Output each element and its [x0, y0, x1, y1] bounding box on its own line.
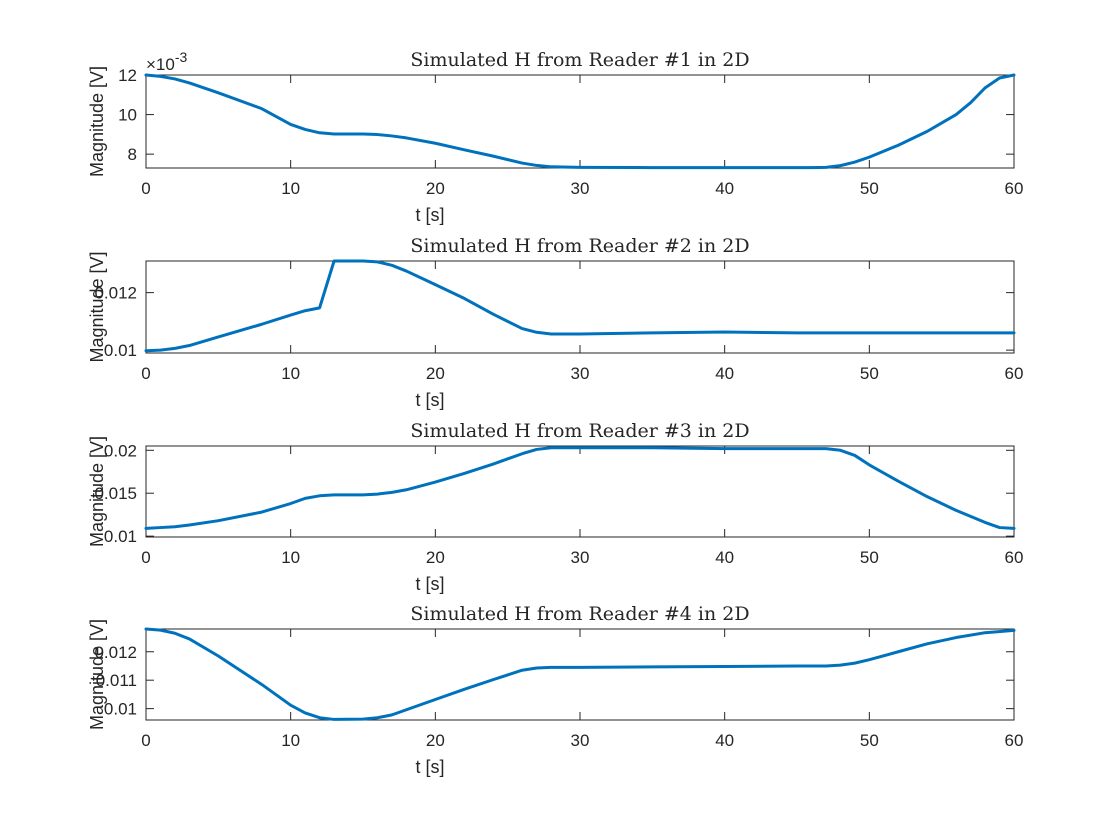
- subplot-3-xtick-label: 60: [1005, 548, 1024, 567]
- subplot-2-xtick-label: 50: [860, 364, 879, 383]
- subplot-2-xtick-label: 30: [571, 364, 590, 383]
- y-exponent-base: ×10: [146, 55, 175, 74]
- subplot-1-xtick-label: 30: [571, 179, 590, 198]
- subplot-1-title: Simulated H from Reader #1 in 2D: [410, 49, 749, 71]
- subplot-1-xlabel: t [s]: [415, 205, 444, 225]
- subplot-2-series-line: [144, 259, 1016, 353]
- subplot-2-xtick-label: 40: [715, 364, 734, 383]
- subplot-1-ytick-label: 10: [118, 106, 137, 125]
- subplot-4-xtick-label: 10: [281, 731, 300, 750]
- subplot-3-ytick-label: 0.02: [104, 441, 137, 460]
- subplot-3-series-line: [144, 446, 1016, 530]
- subplot-3-xtick-label: 0: [141, 548, 150, 567]
- subplot-4-xtick-label: 30: [571, 731, 590, 750]
- subplot-4-title: Simulated H from Reader #4 in 2D: [410, 603, 749, 625]
- subplot-2-ytick-label: 0.012: [94, 284, 137, 303]
- subplot-4-series-line: [144, 627, 1016, 721]
- subplot-2-xtick-label: 60: [1005, 364, 1024, 383]
- subplot-3-xlabel: t [s]: [415, 574, 444, 594]
- subplot-2-xtick-label: 20: [426, 364, 445, 383]
- subplot-3-ylabel: Magnitude [V]: [87, 436, 107, 547]
- y-exponent-power: -3: [175, 49, 188, 65]
- subplot-2-xtick-label: 10: [281, 364, 300, 383]
- subplot-4-ytick-label: 0.01: [104, 700, 137, 719]
- subplot-4-ytick-label: 0.011: [96, 671, 137, 690]
- subplot-1-xtick-label: 40: [715, 179, 734, 198]
- subplot-3-xtick-label: 40: [715, 548, 734, 567]
- subplot-3-xtick-label: 30: [571, 548, 590, 567]
- subplot-4-xlabel: t [s]: [415, 757, 444, 777]
- subplot-3-title: Simulated H from Reader #3 in 2D: [410, 420, 749, 442]
- subplot-4-xtick-label: 0: [141, 731, 150, 750]
- subplot-3-xtick-label: 20: [426, 548, 445, 567]
- subplot-2-title: Simulated H from Reader #2 in 2D: [410, 235, 749, 257]
- subplot-2-xlabel: t [s]: [415, 390, 444, 410]
- subplot-1-y-exponent: ×10-3: [146, 49, 188, 74]
- subplot-4: Simulated H from Reader #4 in 2D 0 10 20 30 4…: [87, 603, 1023, 777]
- subplot-3: Simulated H from Reader #3 in 2D 0 10 20 30 4…: [87, 420, 1023, 594]
- subplot-3-ytick-label: 0.015: [94, 484, 137, 503]
- subplot-2-ylabel: Magnitude [V]: [87, 251, 107, 362]
- subplot-1-ytick-label: 12: [118, 66, 137, 85]
- subplot-4-xtick-label: 50: [860, 731, 879, 750]
- subplot-1-xtick-label: 60: [1005, 179, 1024, 198]
- subplot-1-xtick-label: 10: [281, 179, 300, 198]
- subplot-4-xtick-label: 60: [1005, 731, 1024, 750]
- subplot-3-xtick-label: 50: [860, 548, 879, 567]
- subplot-2-ytick-label: 0.01: [104, 341, 137, 360]
- subplot-1-ytick-label: 8: [128, 145, 137, 164]
- subplot-3-ytick-label: 0.01: [104, 527, 137, 546]
- subplot-1-xtick-label: 20: [426, 179, 445, 198]
- subplot-4-ylabel: Magnitude [V]: [87, 619, 107, 730]
- subplot-3-xtick-label: 10: [281, 548, 300, 567]
- subplot-4-xtick-label: 20: [426, 731, 445, 750]
- subplot-1-series-line: [144, 73, 1016, 170]
- subplot-1-xtick-label: 50: [860, 179, 879, 198]
- subplot-1-xtick-label: 0: [141, 179, 150, 198]
- subplot-1-ylabel: Magnitude [V]: [87, 66, 107, 177]
- subplot-1: Simulated H from Reader #1 in 2D 0 10 20 30 4…: [87, 49, 1023, 225]
- subplots-container: Simulated H from Reader #1 in 2D 0 10 20 30 4…: [87, 49, 1023, 777]
- subplot-4-xtick-label: 40: [715, 731, 734, 750]
- subplot-2: Simulated H from Reader #2 in 2D 0 10 20 30 4…: [87, 235, 1023, 410]
- subplot-2-xtick-label: 0: [141, 364, 150, 383]
- subplot-4-ytick-label: 0.012: [94, 643, 137, 662]
